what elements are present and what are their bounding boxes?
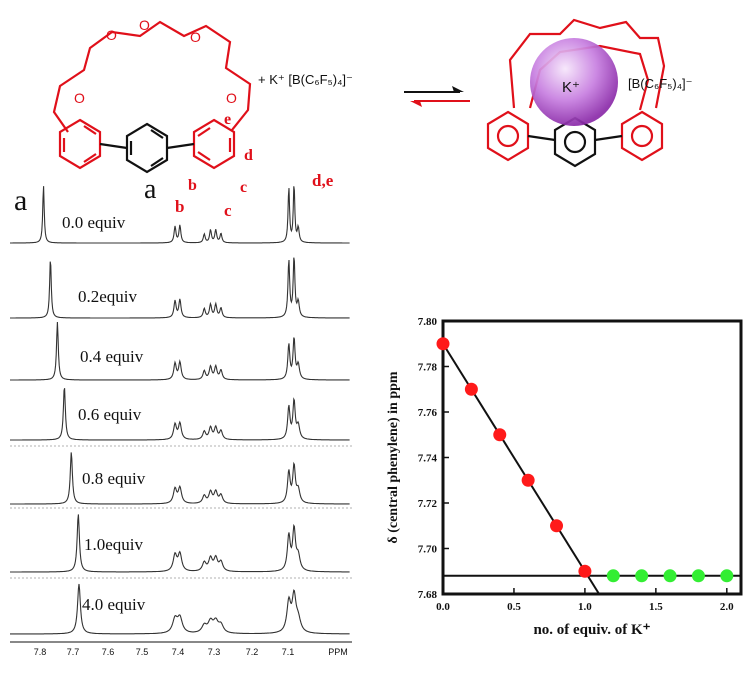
titration-plot: 7.68 7.70 7.72 7.74 7.76 7.78 7.80 0.0 0.5 1.0 1.5… bbox=[386, 316, 743, 638]
nmr-spectrum-trace bbox=[10, 452, 350, 505]
x-tick-label: 1.5 bbox=[649, 601, 663, 613]
free-ligand-structure bbox=[52, 20, 252, 174]
y-tick-label: 7.70 bbox=[418, 544, 438, 556]
nmr-spectrum-trace bbox=[10, 321, 350, 381]
nmr-tick-label: 7.7 bbox=[67, 647, 80, 657]
data-point bbox=[578, 564, 592, 578]
nmr-tick-label: 7.4 bbox=[172, 647, 185, 657]
nmr-tick-label: 7.8 bbox=[34, 647, 47, 657]
spectrum-label: 0.4 equiv bbox=[80, 347, 144, 366]
spectrum-label: 4.0 equiv bbox=[82, 595, 146, 614]
plot-frame bbox=[441, 319, 743, 596]
y-tick-label: 7.74 bbox=[418, 453, 438, 465]
oxygen-atom: O bbox=[106, 27, 117, 43]
y-tick-label: 7.78 bbox=[418, 362, 438, 374]
data-point bbox=[691, 569, 705, 583]
peak-label-de: d,e bbox=[312, 171, 334, 190]
data-point bbox=[493, 428, 507, 442]
data-point bbox=[550, 519, 564, 533]
nmr-spectrum-trace bbox=[10, 388, 350, 441]
x-tick-label: 2.0 bbox=[720, 601, 734, 613]
nmr-tick-label: 7.2 bbox=[246, 647, 259, 657]
complex-structure bbox=[486, 18, 666, 168]
y-tick-label: 7.68 bbox=[418, 589, 438, 601]
nmr-tick-label: 7.3 bbox=[208, 647, 221, 657]
x-tick-label: 0.0 bbox=[436, 601, 450, 613]
spectrum-label: 0.8 equiv bbox=[82, 469, 146, 488]
oxygen-atom: O bbox=[139, 17, 150, 33]
nmr-tick-label: 7.6 bbox=[102, 647, 115, 657]
reagent-label: + K⁺ [B(C₆F₅)₄]⁻ bbox=[258, 72, 353, 87]
nmr-panel-label: a bbox=[14, 184, 27, 217]
x-axis-label: no. of equiv. of K⁺ bbox=[533, 622, 650, 638]
proton-label-d: d bbox=[244, 147, 253, 164]
nmr-tick-label: 7.1 bbox=[282, 647, 295, 657]
proton-label-c: c bbox=[240, 179, 247, 196]
data-point bbox=[606, 569, 620, 583]
data-point bbox=[720, 569, 734, 583]
nmr-tick-label: 7.5 bbox=[136, 647, 149, 657]
y-tick-label: 7.76 bbox=[418, 407, 438, 419]
spectrum-label: 0.0 equiv bbox=[62, 213, 126, 232]
potassium-label: K⁺ bbox=[562, 79, 580, 96]
oxygen-atom: O bbox=[226, 90, 237, 106]
oxygen-atom: O bbox=[190, 29, 201, 45]
oxygen-atom: O bbox=[74, 90, 85, 106]
nmr-spectrum-trace bbox=[10, 257, 350, 319]
data-point bbox=[436, 337, 450, 351]
equilibrium-arrows bbox=[404, 86, 470, 107]
free-ligand-oxygens: O O O O O bbox=[74, 17, 237, 106]
reaction-scheme: O O O O O a b c d e + K⁺ [B(C₆F₅)₄]⁻ bbox=[52, 17, 693, 205]
data-point bbox=[663, 569, 677, 583]
spectrum-label: 0.2equiv bbox=[78, 287, 138, 306]
y-axis-label: δ (central phenylene) in ppm bbox=[386, 371, 401, 543]
spectrum-label: 0.6 equiv bbox=[78, 405, 142, 424]
compound-label: a bbox=[144, 174, 157, 205]
nmr-spectra-stack: a b c d,e 0.0 equiv 0.2equiv 0.4 equiv 0… bbox=[10, 171, 352, 657]
y-tick-label: 7.80 bbox=[418, 316, 438, 328]
spectrum-label: 1.0equiv bbox=[84, 535, 144, 554]
counter-ion-label: [B(C₆F₅)₄]⁻ bbox=[628, 76, 693, 91]
nmr-spectrum-trace bbox=[10, 514, 350, 573]
data-point bbox=[464, 382, 478, 396]
nmr-axis-unit: PPM bbox=[328, 647, 348, 657]
proton-label-e: e bbox=[224, 111, 231, 128]
data-point bbox=[521, 473, 535, 487]
data-point bbox=[635, 569, 649, 583]
x-tick-label: 1.0 bbox=[578, 601, 592, 613]
x-tick-label: 0.5 bbox=[507, 601, 521, 613]
proton-label-b: b bbox=[188, 177, 197, 194]
y-tick-label: 7.72 bbox=[418, 498, 438, 510]
peak-label-b: b bbox=[175, 197, 184, 216]
peak-label-c: c bbox=[224, 201, 232, 220]
nmr-spectrum-trace bbox=[10, 583, 350, 635]
nmr-spectrum-trace bbox=[10, 186, 350, 244]
potassium-sphere bbox=[530, 38, 618, 126]
